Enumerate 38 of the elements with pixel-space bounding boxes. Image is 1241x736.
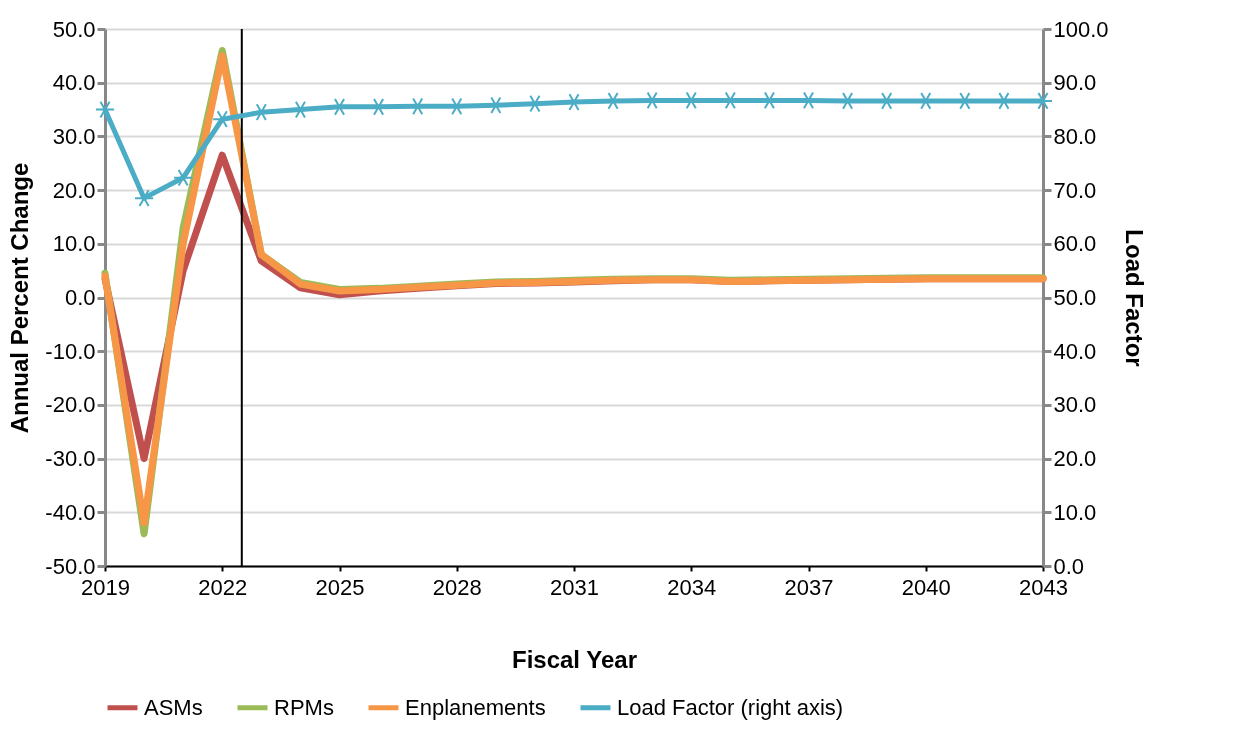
- y-tick-label: 30.0: [52, 123, 96, 149]
- y2-tick-label: 90.0: [1053, 70, 1097, 96]
- y2-tick-label: 30.0: [1053, 392, 1097, 418]
- y2-tick-label: 70.0: [1053, 177, 1097, 203]
- x-tick-label: 2034: [667, 574, 717, 600]
- x-tick-label: 2022: [198, 574, 248, 600]
- legend-label: Load Factor (right axis): [617, 694, 844, 720]
- x-tick-label: 2028: [432, 574, 482, 600]
- x-tick-label: 2040: [901, 574, 951, 600]
- x-tick-label: 2037: [784, 574, 834, 600]
- y2-tick-label: 80.0: [1053, 123, 1097, 149]
- point: [212, 110, 233, 129]
- y-tick-label: 50.0: [52, 16, 96, 42]
- y-tick-label: 20.0: [52, 177, 96, 203]
- y2-tick-label: 100.0: [1053, 16, 1109, 42]
- y2-tick-label: 20.0: [1053, 446, 1097, 472]
- point: [94, 100, 116, 119]
- y2-tick-label: 60.0: [1053, 231, 1097, 257]
- x-tick-label: 2031: [550, 574, 599, 600]
- y-tick-label: 40.0: [52, 70, 96, 96]
- legend-label: Enplanements: [405, 694, 546, 720]
- x-tick-label: 2025: [315, 574, 365, 600]
- y-tick-label: -10.0: [45, 338, 96, 364]
- legend-label: RPMs: [274, 694, 334, 720]
- y2-tick-label: 10.0: [1053, 499, 1097, 525]
- y-tick-label: -40.0: [45, 499, 96, 525]
- y-tick-label: -20.0: [45, 392, 96, 418]
- legend-label: ASMs: [144, 694, 203, 720]
- x-axis-title: Fiscal Year: [512, 645, 637, 673]
- y2-tick-label: 40.0: [1053, 338, 1097, 364]
- point: [173, 168, 194, 187]
- y2-axis-title: Load Factor: [1120, 229, 1148, 367]
- y-tick-label: -30.0: [45, 446, 96, 472]
- point: [134, 189, 155, 208]
- y2-tick-label: 50.0: [1053, 285, 1097, 310]
- y-axis-title: Annual Percent Change: [6, 162, 34, 434]
- y-tick-label: 10.0: [52, 231, 96, 257]
- y-tick-label: 0.0: [64, 285, 96, 310]
